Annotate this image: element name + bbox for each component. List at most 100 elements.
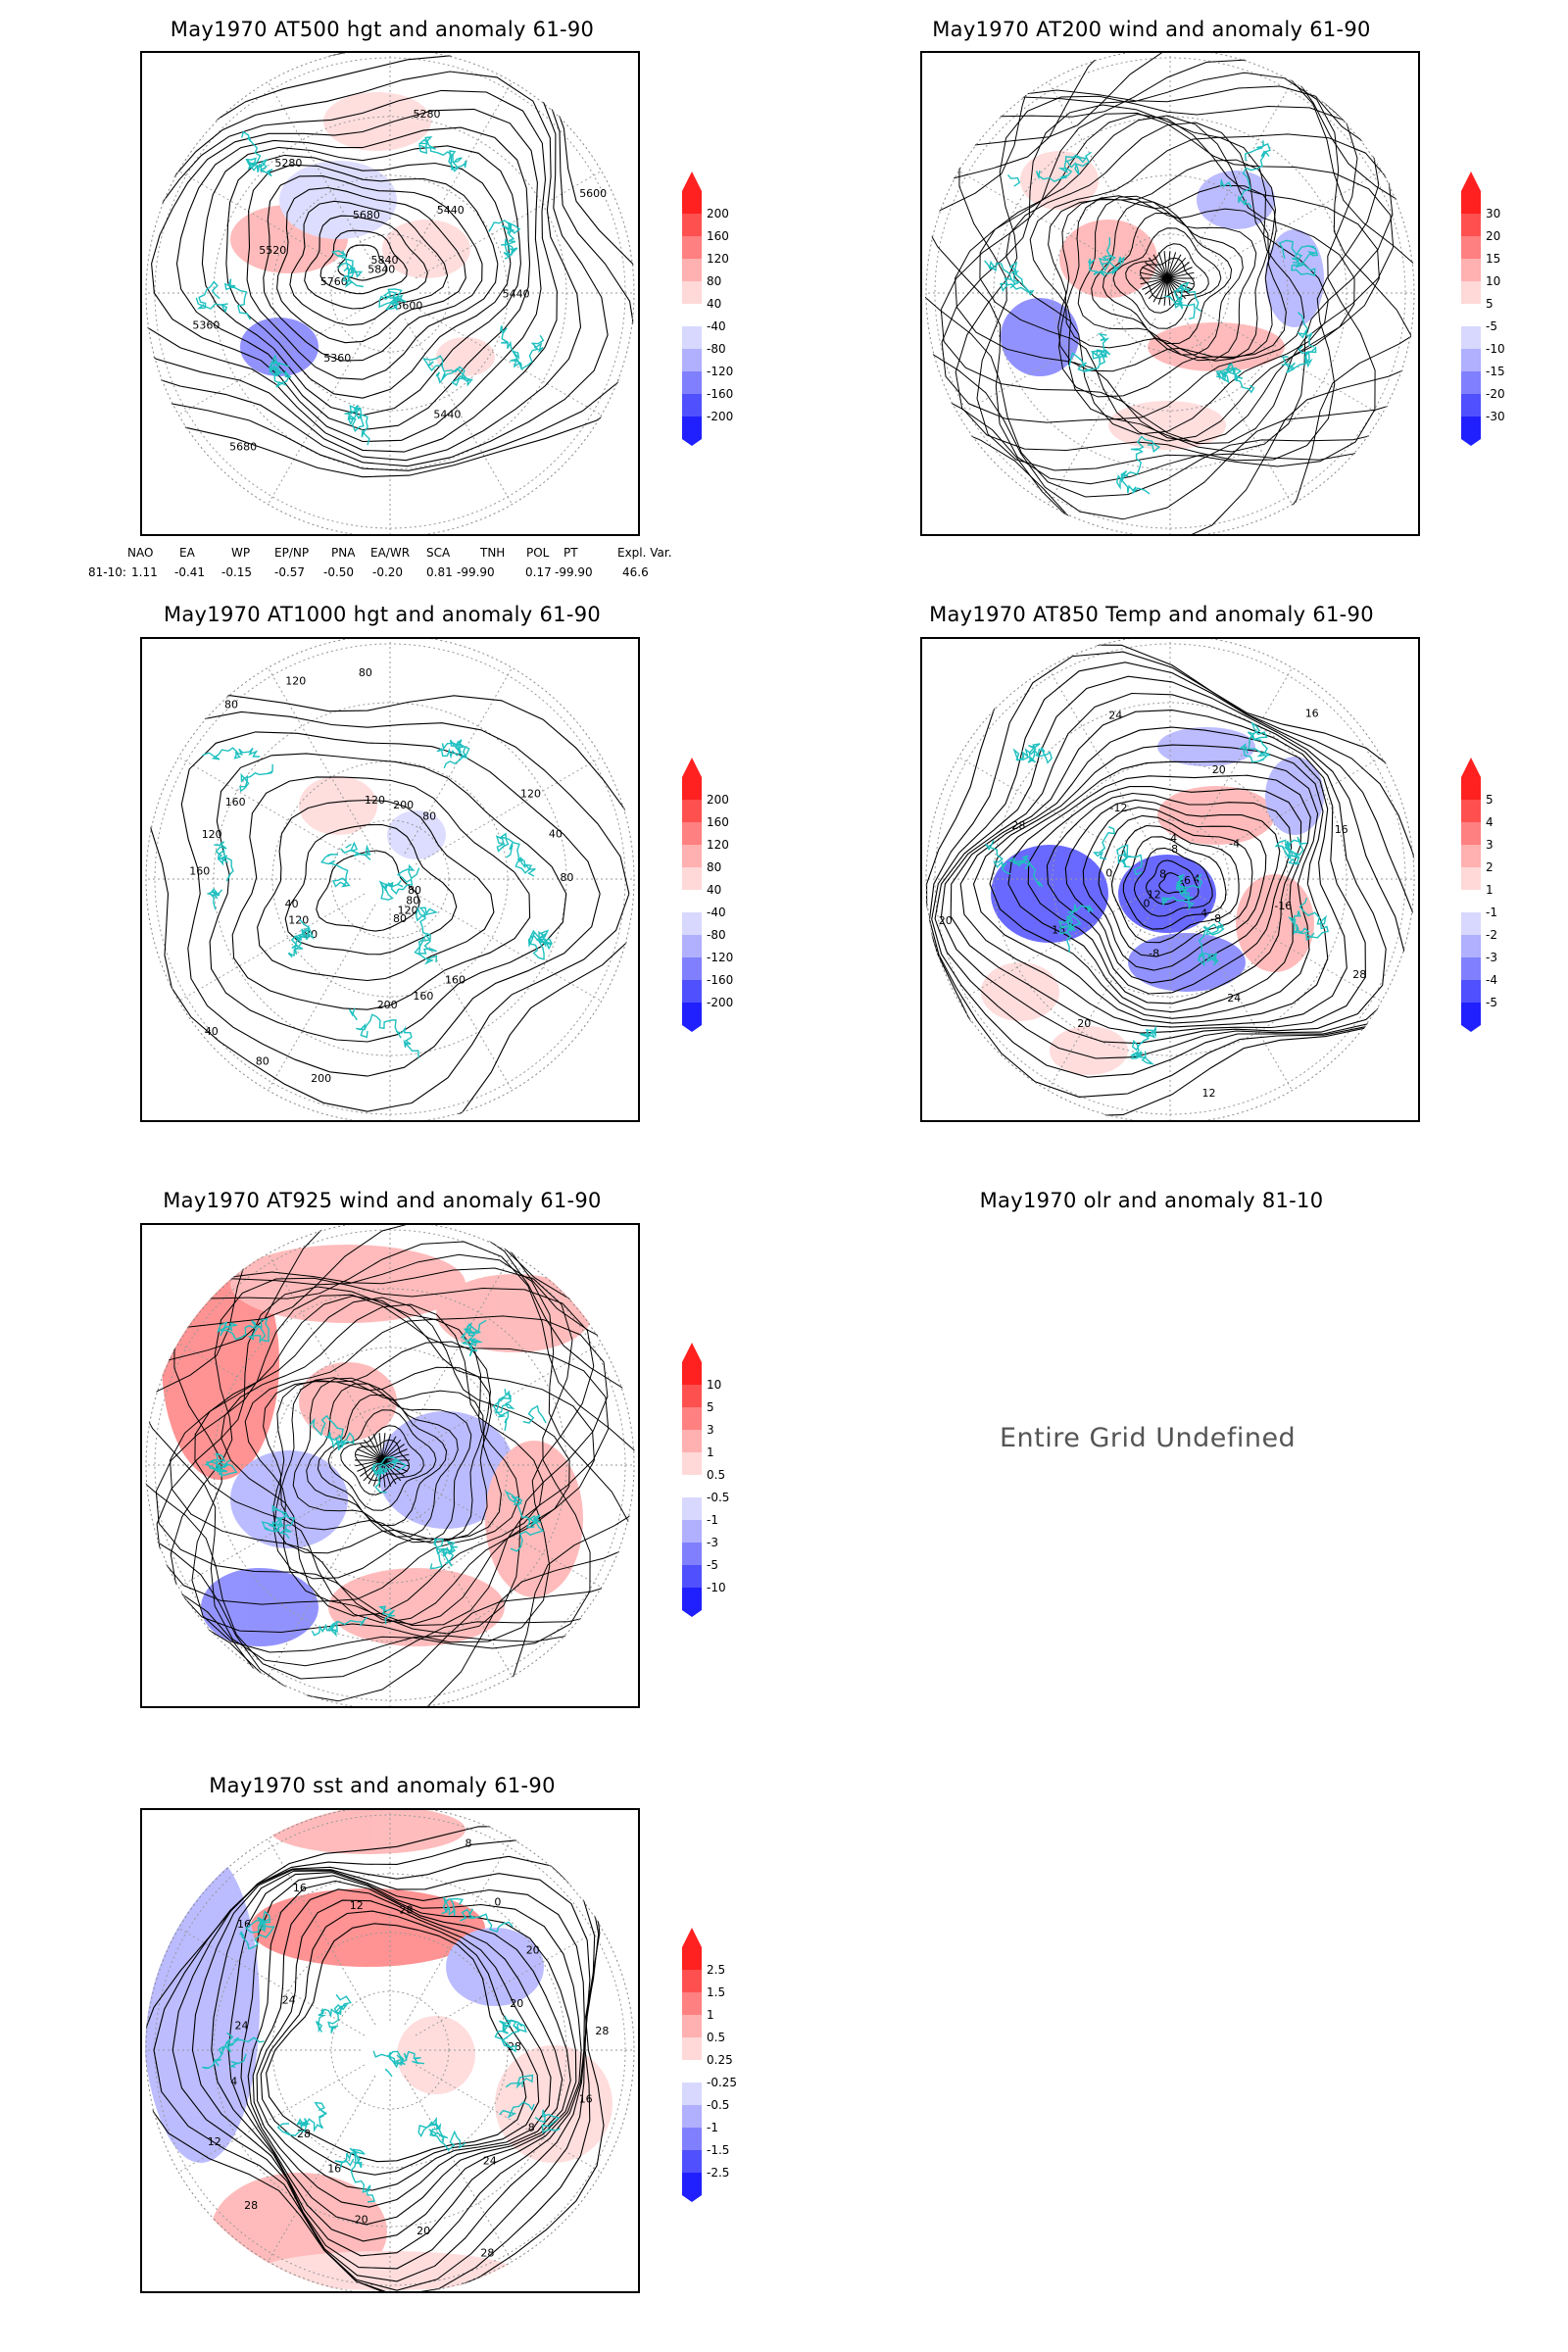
contour-label: 20 [1077, 1017, 1091, 1030]
colorbar-swatch [682, 890, 702, 912]
contour-lines [926, 644, 1415, 1117]
colorbar-swatch [1461, 822, 1481, 845]
index-row-label: 81-10: [88, 565, 126, 579]
colorbar-sst: 2.5 1.5 1 0.5 0.25 -0.25 -0.5 -1 -1.5 -2.5 [681, 1928, 750, 2202]
colorbar-swatch [1461, 236, 1481, 259]
positive-anomaly [1020, 151, 1099, 210]
contour-label: 8 [1159, 868, 1166, 881]
colorbar-tick-label: 2 [1486, 860, 1494, 874]
colorbar-tick-label: -1 [707, 1513, 718, 1527]
negative-anomaly [991, 845, 1108, 943]
positive-anomaly [981, 962, 1059, 1021]
polar-projection: 28 28 28 24 24 20 20 16 16 12 8 28 24 20 16 12 8 4 0 20 16 28… [145, 1810, 635, 2291]
colorbar-tick-label: 5 [1486, 793, 1494, 807]
index-header: TNH [480, 546, 506, 560]
map-925wind [140, 1223, 640, 1708]
colorbar-tick-label: -120 [707, 951, 734, 964]
colorbar-swatch [682, 980, 702, 1003]
colorbar-arrow-down [682, 1610, 702, 1617]
contour-label: 5440 [433, 409, 461, 421]
colorbar-tick-label: 5 [707, 1400, 714, 1414]
colorbar-swatch [682, 1452, 702, 1475]
contour-label: 120 [202, 828, 222, 841]
colorbar-tick-label: -0.5 [707, 2098, 730, 2112]
graticule [145, 53, 635, 534]
colorbar-tick-label: -40 [707, 906, 726, 919]
contour-label: 80 [359, 666, 372, 679]
colorbar-tick-label: -4 [1486, 973, 1497, 987]
olr-undefined-message: Entire Grid Undefined [1000, 1423, 1297, 1453]
contour-label: 120 [398, 905, 418, 917]
colorbar-tick-label: 10 [707, 1378, 722, 1392]
colorbar-tick-label: 80 [707, 860, 722, 874]
colorbar-tick-label: 1 [1486, 883, 1494, 897]
polar-projection [145, 1225, 635, 1706]
positive-anomaly [1236, 874, 1314, 972]
panel-title-500hgt: May1970 AT500 hgt and anomaly 61-90 [170, 18, 595, 41]
colorbar-swatch [682, 416, 702, 439]
contour-label: -4 [1229, 837, 1240, 850]
colorbar-swatch [682, 259, 702, 281]
contour-label: 160 [225, 796, 246, 808]
contour-label: 80 [408, 884, 421, 897]
contour-label: 0 [1105, 867, 1112, 880]
contour-label: 20 [526, 1944, 540, 1957]
colorbar-500hgt: 200 160 120 80 40 -40 -80 -120 -160 -200 [681, 172, 750, 446]
colorbar-swatch [682, 371, 702, 394]
coastlines [204, 1317, 546, 1638]
index-header: Expl. Var. [617, 546, 672, 560]
colorbar-swatch [1461, 259, 1481, 281]
contour-label: 5600 [395, 300, 422, 313]
contour-label: 4 [230, 2076, 237, 2088]
index-value: -0.41 [174, 565, 206, 579]
colorbar-arrow-up [1461, 758, 1481, 777]
colorbar-swatch [1461, 326, 1481, 349]
panel-title-925wind: May1970 AT925 wind and anomaly 61-90 [163, 1189, 602, 1212]
contour-label: 24 [1108, 710, 1122, 722]
colorbar-850temp: 5 4 3 2 1 -1 -2 -3 -4 -5 [1460, 758, 1529, 1032]
colorbar-swatch [682, 214, 702, 236]
contour-label: 5680 [353, 209, 380, 221]
contour-label: 24 [235, 2019, 249, 2032]
index-header: PNA [331, 546, 356, 560]
contour-label: 200 [377, 999, 398, 1011]
contour-label: 5600 [579, 187, 607, 200]
contour-label: 5520 [142, 182, 167, 195]
colorbar-tick-label: -5 [1486, 319, 1497, 333]
colorbar-swatch [682, 1385, 702, 1407]
index-header: EA/WR [370, 546, 411, 560]
positive-anomaly [397, 2016, 475, 2094]
colorbar-swatch [682, 2015, 702, 2037]
colorbar-tick-label: -80 [707, 928, 726, 942]
colorbar-swatch [682, 304, 702, 326]
contour-label: 5520 [259, 244, 286, 257]
negative-anomaly [201, 1568, 318, 1646]
contour-label: 8 [466, 1838, 472, 1850]
contour-labels: 5840 5760 5680 5600 5520 5440 5360 5280 5440 5360… [142, 108, 607, 454]
colorbar-tick-label: 80 [707, 274, 722, 288]
contour-label: 80 [560, 871, 573, 884]
contour-label: -8 [1149, 947, 1159, 959]
contour-label: 40 [549, 827, 563, 840]
colorbar-swatch [682, 2037, 702, 2060]
contour-label: 160 [413, 990, 433, 1003]
negative-anomaly [387, 810, 446, 859]
index-header: POL [526, 546, 550, 560]
colorbar-200wind: 30 20 15 10 5 -5 -10 -15 -20 -30 [1460, 172, 1529, 446]
contour-label: 5280 [274, 157, 302, 170]
colorbar-tick-label: 2.5 [707, 1963, 726, 1977]
contour-label: 8 [528, 2121, 535, 2133]
coastlines [202, 739, 553, 1058]
colorbar-swatch [682, 2105, 702, 2128]
contour-label: 20 [416, 2225, 430, 2237]
colorbar-swatch [682, 867, 702, 890]
colorbar-swatch [682, 777, 702, 800]
negative-anomaly [230, 1450, 348, 1548]
coastlines [984, 721, 1329, 1065]
contour-label: 16 [1052, 923, 1065, 936]
colorbar-arrow-up [682, 1928, 702, 1947]
index-header: SCA [426, 546, 451, 560]
colorbar-swatch [1461, 191, 1481, 214]
negative-anomaly [1157, 727, 1255, 766]
contour-label: 5360 [192, 319, 220, 332]
